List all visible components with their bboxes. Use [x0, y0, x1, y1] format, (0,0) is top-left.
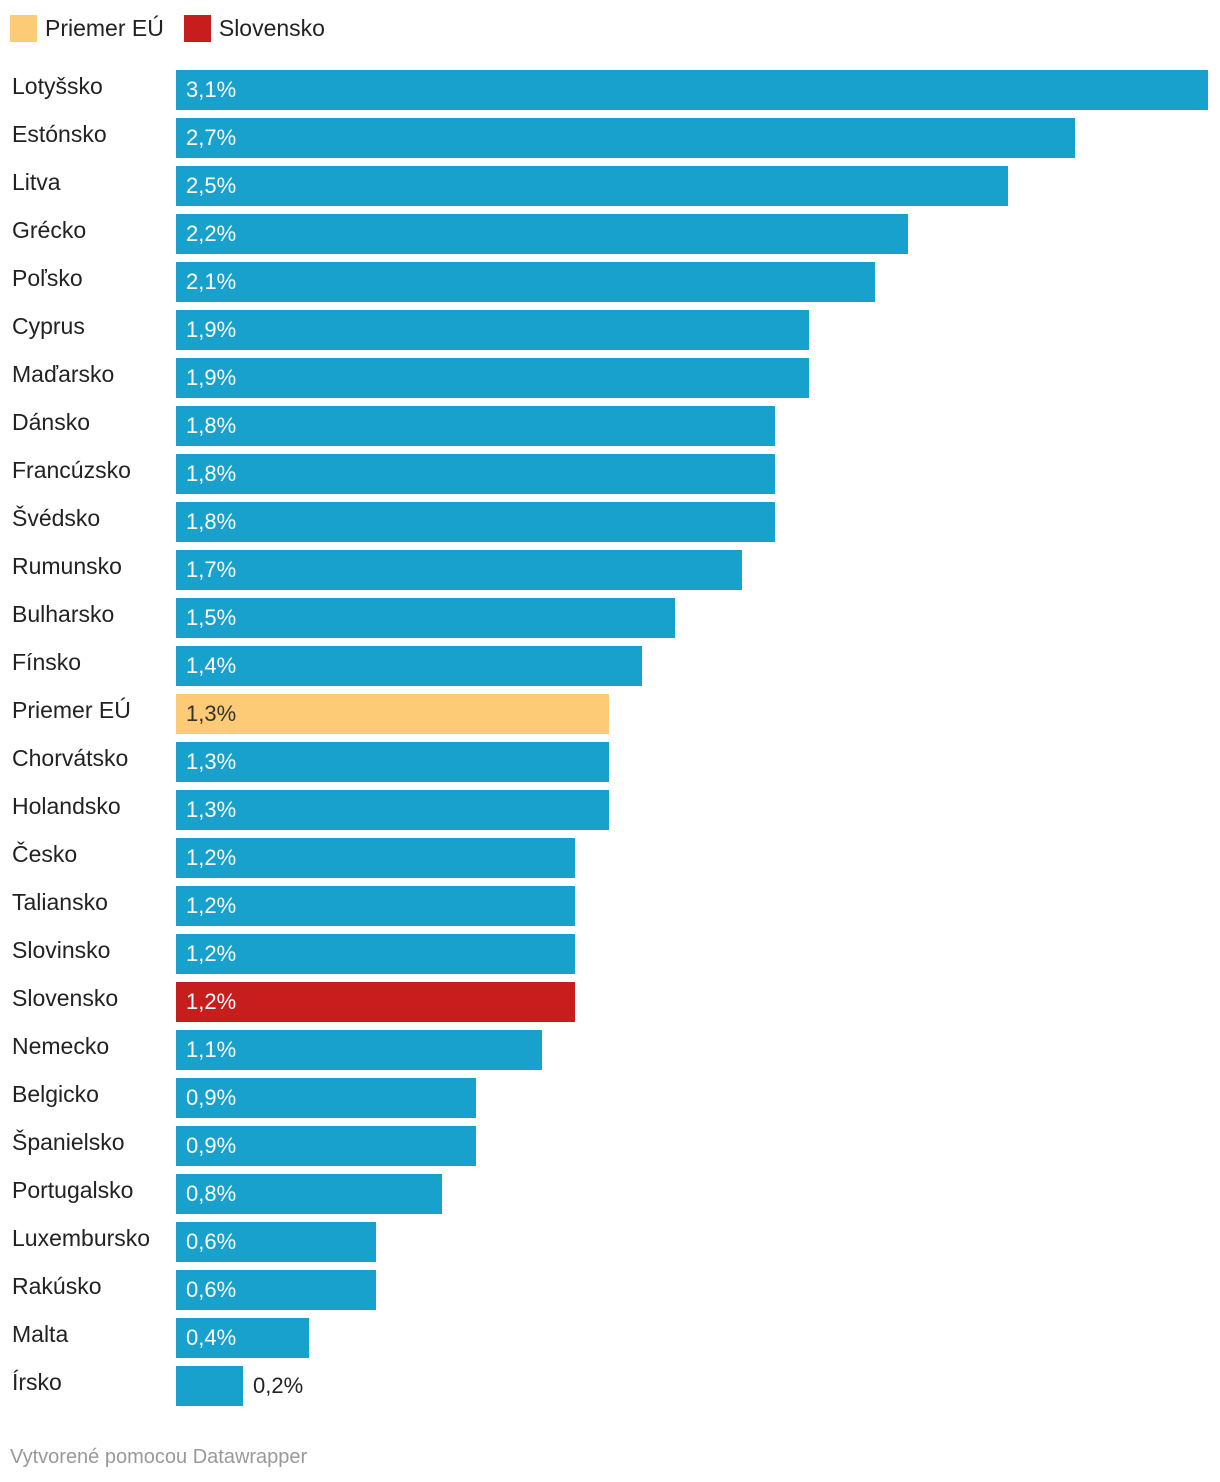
value-label-slovensko: 1,2%: [186, 989, 236, 1014]
footer-credit: Vytvorené pomocou Datawrapper: [10, 1446, 308, 1468]
category-label-polsko: Poľsko: [12, 265, 83, 291]
category-label-spanielsko: Španielsko: [12, 1128, 125, 1155]
value-label-luxembursko: 0,6%: [186, 1229, 236, 1254]
bar-nemecko: [176, 1030, 542, 1070]
category-label-belgicko: Belgicko: [12, 1081, 99, 1107]
bar-grecko: [176, 214, 908, 254]
bar-belgicko: [176, 1078, 476, 1118]
value-label-polsko: 2,1%: [186, 269, 236, 294]
value-label-francuzsko: 1,8%: [186, 461, 236, 486]
bar-svedsko: [176, 502, 775, 542]
bar-polsko: [176, 262, 875, 302]
category-label-holandsko: Holandsko: [12, 793, 121, 819]
value-label-bulharsko: 1,5%: [186, 605, 236, 630]
category-label-grecko: Grécko: [12, 217, 86, 243]
bar-estonsko: [176, 118, 1075, 158]
bar-chorvatsko: [176, 742, 609, 782]
value-label-finsko: 1,4%: [186, 653, 236, 678]
value-label-belgicko: 0,9%: [186, 1085, 236, 1110]
bar-chart: Lotyšsko 3,1% Estónsko 2,7% Litva 2,5% Grécko 2…: [12, 70, 1208, 1406]
bar-spanielsko: [176, 1126, 476, 1166]
bar-cesko: [176, 838, 575, 878]
category-label-priemer-eu: Priemer EÚ: [12, 697, 131, 723]
bar-francuzsko: [176, 454, 775, 494]
category-label-slovinsko: Slovinsko: [12, 937, 110, 963]
bar-holandsko: [176, 790, 609, 830]
category-label-luxembursko: Luxembursko: [12, 1225, 150, 1251]
value-label-rakusko: 0,6%: [186, 1277, 236, 1302]
bar-litva: [176, 166, 1008, 206]
category-label-lotyssko: Lotyšsko: [12, 73, 103, 99]
category-label-irsko: Írsko: [12, 1369, 62, 1395]
legend-label-slovakia: Slovensko: [218, 14, 325, 41]
legend-swatch-eu-average: [10, 14, 37, 42]
bar-dansko: [176, 406, 775, 446]
bar-slovinsko: [176, 934, 575, 974]
value-label-svedsko: 1,8%: [186, 509, 236, 534]
category-label-portugalsko: Portugalsko: [12, 1177, 133, 1203]
value-label-nemecko: 1,1%: [186, 1037, 236, 1062]
category-label-cyprus: Cyprus: [12, 313, 85, 339]
category-label-nemecko: Nemecko: [12, 1033, 109, 1059]
bar-finsko: [176, 646, 642, 686]
value-label-rumunsko: 1,7%: [186, 557, 236, 582]
category-label-malta: Malta: [12, 1321, 68, 1347]
category-label-finsko: Fínsko: [12, 649, 81, 675]
bar-bulharsko: [176, 598, 675, 638]
category-label-rakusko: Rakúsko: [12, 1273, 101, 1299]
value-label-litva: 2,5%: [186, 173, 236, 198]
legend-label-eu-average: Priemer EÚ: [45, 14, 164, 41]
legend-swatch-slovakia: [183, 14, 211, 42]
value-label-dansko: 1,8%: [186, 413, 236, 438]
category-label-slovensko: Slovensko: [12, 985, 118, 1011]
bar-cyprus: [176, 310, 809, 350]
value-label-taliansko: 1,2%: [186, 893, 236, 918]
value-label-madarsko: 1,9%: [186, 365, 236, 390]
value-label-irsko: 0,2%: [253, 1373, 303, 1398]
category-label-dansko: Dánsko: [12, 409, 90, 435]
chart-legend: Priemer EÚ Slovensko: [10, 13, 325, 43]
bar-taliansko: [176, 886, 575, 926]
category-label-rumunsko: Rumunsko: [12, 553, 122, 579]
bar-irsko: [176, 1366, 243, 1406]
bar-madarsko: [176, 358, 809, 398]
bar-malta: [176, 1318, 309, 1358]
value-label-chorvatsko: 1,3%: [186, 749, 236, 774]
value-label-cesko: 1,2%: [186, 845, 236, 870]
category-label-litva: Litva: [12, 169, 61, 195]
value-label-portugalsko: 0,8%: [186, 1181, 236, 1206]
category-label-madarsko: Maďarsko: [12, 361, 114, 387]
value-label-cyprus: 1,9%: [186, 317, 236, 342]
value-label-priemer-eu: 1,3%: [186, 701, 236, 726]
value-label-estonsko: 2,7%: [186, 125, 236, 150]
category-label-cesko: Česko: [12, 840, 77, 867]
value-label-holandsko: 1,3%: [186, 797, 236, 822]
bar-slovensko: [176, 982, 575, 1022]
category-label-svedsko: Švédsko: [12, 504, 100, 531]
legend-item-slovakia: Slovensko: [183, 14, 325, 42]
bar-rakusko: [176, 1270, 376, 1310]
value-label-malta: 0,4%: [186, 1325, 236, 1350]
category-label-estonsko: Estónsko: [12, 121, 107, 147]
value-label-spanielsko: 0,9%: [186, 1133, 236, 1158]
bar-portugalsko: [176, 1174, 442, 1214]
bar-lotyssko: [176, 70, 1208, 110]
category-label-chorvatsko: Chorvátsko: [12, 745, 128, 771]
value-label-grecko: 2,2%: [186, 221, 236, 246]
category-label-francuzsko: Francúzsko: [12, 457, 131, 483]
bar-rumunsko: [176, 550, 742, 590]
value-label-slovinsko: 1,2%: [186, 941, 236, 966]
legend-item-eu-average: Priemer EÚ: [10, 14, 164, 42]
bar-luxembursko: [176, 1222, 376, 1262]
category-label-taliansko: Taliansko: [12, 889, 108, 915]
bar-priemer-eu: [176, 694, 609, 734]
category-label-bulharsko: Bulharsko: [12, 601, 114, 627]
value-label-lotyssko: 3,1%: [186, 77, 236, 102]
